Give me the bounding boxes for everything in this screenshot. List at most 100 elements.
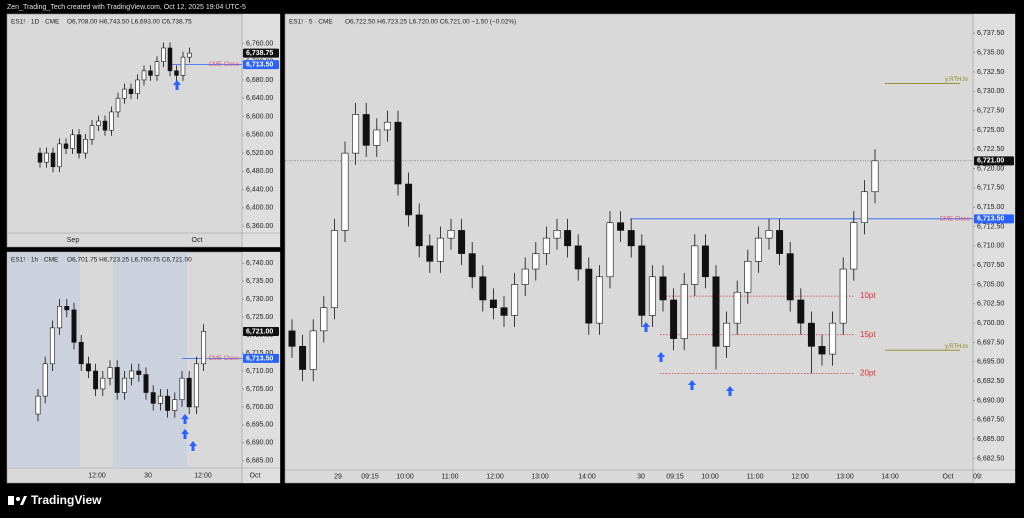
candle-body — [542, 237, 550, 254]
candle-body — [839, 268, 847, 324]
y-tick-label: 6,702.50 — [977, 301, 1004, 308]
panel-title: ES1! · 5 · CME — [289, 19, 333, 26]
candle-body — [135, 79, 140, 94]
candle-body — [638, 245, 646, 316]
candle-body — [64, 306, 70, 311]
footer-text: TradingView — [31, 493, 102, 507]
candle-body — [102, 120, 108, 131]
footer-logo: TradingView — [8, 493, 102, 507]
candle-body — [330, 230, 338, 308]
candle-body — [57, 143, 62, 168]
candle-body — [595, 276, 603, 324]
x-tick-label: 13:00 — [531, 473, 549, 480]
candle-body — [299, 346, 307, 370]
y-tick-label: 6,680.00 — [246, 77, 273, 84]
level-name: y.RTH.lo — [945, 344, 968, 350]
logo-bar — [8, 496, 14, 505]
candle-body — [121, 377, 127, 393]
candle-body — [109, 111, 114, 131]
y-tick-label: 6,697.50 — [977, 339, 1004, 346]
candle-body — [606, 222, 614, 278]
candle-body — [479, 276, 487, 301]
candle-body — [744, 261, 752, 293]
candle-body — [797, 299, 805, 324]
candle-body — [157, 395, 163, 404]
candle-body — [627, 230, 635, 247]
x-tick-label: 12:00 — [194, 472, 212, 479]
y-tick-label: 6,730.00 — [246, 296, 273, 303]
y-tick-label: 6,440.00 — [246, 186, 273, 193]
candle-body — [532, 253, 540, 270]
x-tick-label: 11:00 — [442, 473, 459, 480]
y-tick-label: 6,695.00 — [977, 359, 1004, 366]
candle-body — [786, 253, 794, 301]
y-tick-label: 6,715.00 — [977, 204, 1004, 211]
x-tick-label: 14:00 — [881, 473, 899, 480]
candle-body — [320, 307, 328, 332]
candle-body — [818, 346, 826, 355]
candle-body — [174, 70, 179, 76]
x-tick-label: 12:00 — [88, 472, 106, 479]
candle-body — [100, 377, 106, 390]
x-tick-label: Oct — [943, 473, 954, 480]
y-tick-label: 6,717.50 — [977, 185, 1004, 192]
last-price-tag — [243, 48, 279, 58]
candle-body — [807, 322, 815, 347]
y-tick-label: 6,740.00 — [246, 260, 273, 267]
panel-ohlc: O6,722.50 H6,723.25 L6,720.00 C6,721.00 … — [345, 19, 516, 26]
candle-body — [309, 330, 317, 370]
last-price-label: 6,721.00 — [246, 328, 273, 335]
candle-body — [415, 214, 423, 247]
panel-background — [6, 13, 281, 248]
candle-body — [458, 230, 466, 254]
candle-body — [288, 330, 296, 347]
price-tag-label: 6,713.50 — [246, 61, 273, 68]
candle-body — [489, 299, 497, 308]
logo-slash — [20, 496, 27, 505]
candle-body — [42, 363, 48, 397]
y-tick-label: 6,560.00 — [246, 132, 273, 139]
candle-body — [89, 125, 95, 140]
plot-area — [285, 83, 973, 396]
candle-body — [167, 47, 173, 72]
chart-panel: 6,682.50 6,685.00 6,687.50 6,690.00 6,692.50… — [284, 13, 1016, 484]
y-tick-label: 6,705.00 — [977, 281, 1004, 288]
level-name: CME Close — [940, 216, 971, 222]
candle-body — [78, 341, 84, 365]
x-tick-label: 10:00 — [396, 473, 414, 480]
candle-body — [564, 230, 572, 247]
candle-body — [76, 134, 82, 154]
plot-area — [37, 42, 242, 173]
candle-body — [362, 114, 370, 146]
candle-body — [107, 367, 113, 379]
candle-body — [44, 152, 49, 163]
candle-body — [754, 237, 762, 262]
y-tick-label: 6,687.50 — [977, 417, 1004, 424]
candle-body — [93, 370, 99, 390]
candle-body — [574, 245, 582, 270]
level-name: CME Close — [209, 62, 240, 68]
candle-body — [193, 363, 199, 408]
signal-arrow — [688, 380, 696, 390]
y-tick-label: 6,725.00 — [977, 127, 1004, 134]
plot-area — [7, 252, 242, 468]
x-tick-label: 11:00 — [747, 473, 764, 480]
y-tick-label: 6,692.50 — [977, 378, 1004, 385]
y-tick-label: 6,712.50 — [977, 223, 1004, 230]
candle-body — [436, 237, 444, 262]
candle-body — [115, 97, 121, 113]
y-tick-label: 6,705.00 — [246, 386, 273, 393]
candle-body — [50, 152, 56, 168]
y-tick-label: 6,480.00 — [246, 168, 273, 175]
y-tick-label: 6,735.00 — [246, 278, 273, 285]
candle-body — [585, 268, 593, 324]
x-tick-label: Oct — [250, 472, 261, 479]
candle-body — [172, 399, 178, 411]
candle-body — [136, 370, 142, 375]
y-tick-label: 6,732.50 — [977, 69, 1004, 76]
candle-body — [83, 139, 88, 154]
candle-body — [394, 121, 402, 185]
candle-body — [148, 70, 153, 76]
y-tick-label: 6,640.00 — [246, 95, 273, 102]
x-tick-label: Sep — [67, 237, 80, 244]
